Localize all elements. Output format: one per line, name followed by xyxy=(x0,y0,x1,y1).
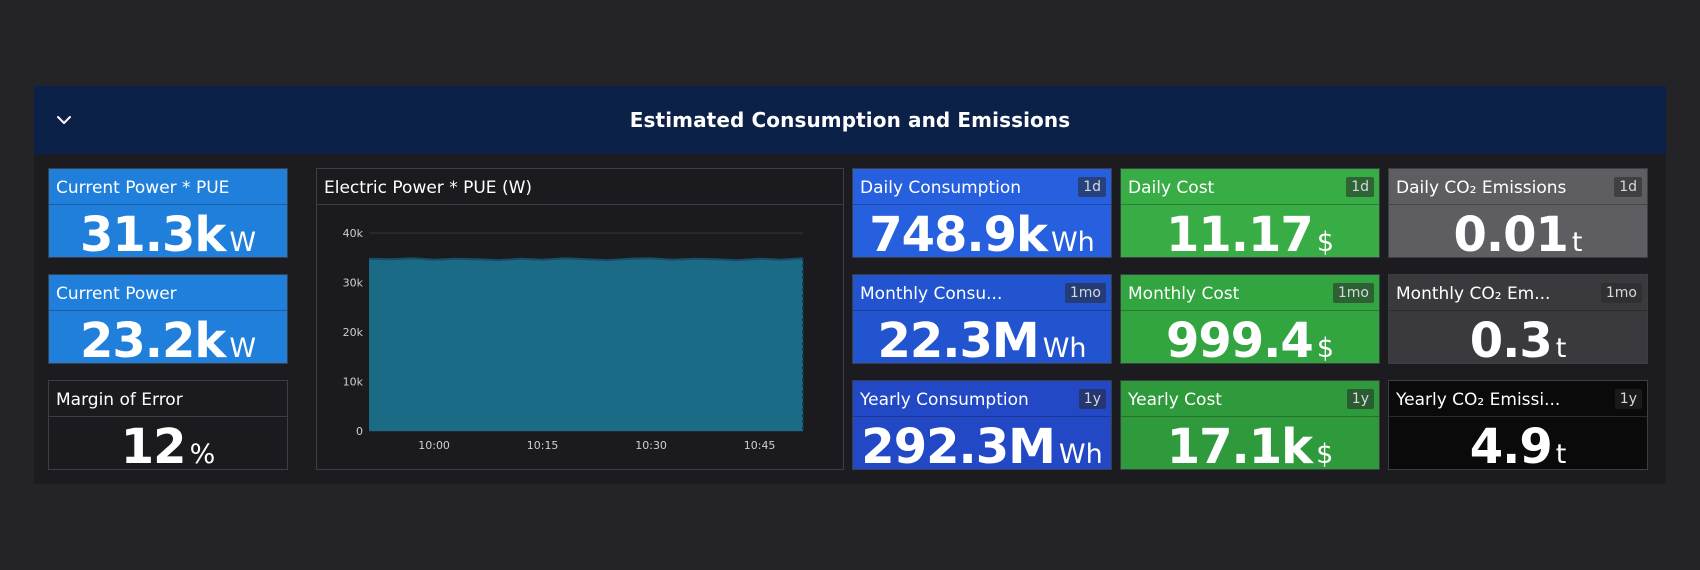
stat-unit: $ xyxy=(1316,439,1334,470)
stat-unit: $ xyxy=(1316,333,1334,364)
time-range-badge: 1d xyxy=(1078,177,1106,197)
chart-title: Electric Power * PUE (W) xyxy=(324,178,533,198)
series-area[interactable] xyxy=(369,258,803,431)
panel-current-power[interactable]: Current Power 23.2k W xyxy=(48,274,288,364)
stat-value: 0.3 t xyxy=(1389,313,1647,364)
stat-value: 23.2k W xyxy=(49,313,287,364)
stat-number: 11.17 xyxy=(1165,207,1314,258)
panel-daily-consumption[interactable]: Daily Consumption 1d 748.9k Wh xyxy=(852,168,1112,258)
panel-yearly-cost[interactable]: Yearly Cost 1y 17.1k $ xyxy=(1120,380,1380,470)
y-tick-label: 10k xyxy=(343,376,364,389)
panel-margin-of-error[interactable]: Margin of Error 12 % xyxy=(48,380,288,470)
stat-unit: t xyxy=(1571,227,1583,258)
stat-value: 0.01 t xyxy=(1389,207,1647,258)
panel-title: Daily Consumption xyxy=(860,178,1022,198)
stat-number: 292.3M xyxy=(861,419,1056,470)
stat-number: 12 xyxy=(120,419,187,470)
stat-value: 31.3k W xyxy=(49,207,287,258)
stat-value: 999.4 $ xyxy=(1121,313,1379,364)
stat-value: 22.3M Wh xyxy=(853,313,1111,364)
panel-daily-cost[interactable]: Daily Cost 1d 11.17 $ xyxy=(1120,168,1380,258)
panel-current-power-pue[interactable]: Current Power * PUE 31.3k W xyxy=(48,168,288,258)
panel-title: Margin of Error xyxy=(56,390,183,410)
panel-title: Yearly CO₂ Emissi... xyxy=(1396,390,1561,410)
time-range-badge: 1y xyxy=(1078,389,1106,409)
time-range-badge: 1mo xyxy=(1064,283,1106,303)
panel-monthly-co2[interactable]: Monthly CO₂ Em... 1mo 0.3 t xyxy=(1388,274,1648,364)
stat-number: 31.3k xyxy=(79,207,226,258)
panel-title: Monthly Cost xyxy=(1128,284,1240,304)
dashboard-row: Estimated Consumption and Emissions Curr… xyxy=(34,86,1666,484)
row-header[interactable]: Estimated Consumption and Emissions xyxy=(34,86,1666,154)
series-line xyxy=(368,257,804,262)
panel-title: Monthly Consu... xyxy=(860,284,1003,304)
stat-number: 23.2k xyxy=(79,313,226,364)
stat-value: 4.9 t xyxy=(1389,419,1647,470)
panel-title: Monthly CO₂ Em... xyxy=(1396,284,1551,304)
panel-title: Daily Cost xyxy=(1128,178,1215,198)
stat-unit: Wh xyxy=(1042,333,1087,364)
stat-unit: % xyxy=(189,439,216,470)
stat-number: 22.3M xyxy=(877,313,1039,364)
stat-unit: Wh xyxy=(1050,227,1095,258)
row-title: Estimated Consumption and Emissions xyxy=(629,108,1071,132)
stat-number: 0.01 xyxy=(1453,207,1568,258)
panel-monthly-cost[interactable]: Monthly Cost 1mo 999.4 $ xyxy=(1120,274,1380,364)
x-tick-label: 10:30 xyxy=(635,439,667,452)
panel-daily-co2[interactable]: Daily CO₂ Emissions 1d 0.01 t xyxy=(1388,168,1648,258)
stat-number: 748.9k xyxy=(869,207,1048,258)
chevron-down-icon[interactable] xyxy=(54,110,74,130)
stat-value: 12 % xyxy=(49,419,287,470)
x-tick-label: 10:45 xyxy=(744,439,776,452)
stat-number: 17.1k xyxy=(1166,419,1313,470)
stat-value: 748.9k Wh xyxy=(853,207,1111,258)
time-range-badge: 1y xyxy=(1346,389,1374,409)
stat-value: 17.1k $ xyxy=(1121,419,1379,470)
stat-number: 4.9 xyxy=(1469,419,1553,470)
stat-number: 0.3 xyxy=(1469,313,1553,364)
stat-unit: t xyxy=(1555,333,1567,364)
panel-title: Current Power xyxy=(56,284,177,304)
x-tick-label: 10:15 xyxy=(527,439,559,452)
panel-title: Yearly Cost xyxy=(1128,390,1222,410)
y-tick-label: 0 xyxy=(356,425,363,438)
stat-unit: t xyxy=(1555,439,1567,470)
stat-unit: W xyxy=(229,333,257,364)
stat-value: 292.3M Wh xyxy=(853,419,1111,470)
panel-title: Yearly Consumption xyxy=(860,390,1029,410)
panel-title: Daily CO₂ Emissions xyxy=(1396,178,1567,198)
y-tick-label: 30k xyxy=(343,277,364,290)
y-tick-label: 20k xyxy=(343,326,364,339)
stat-unit: $ xyxy=(1316,227,1334,258)
panel-electric-power-chart[interactable]: Electric Power * PUE (W) 0 10k 20k 30k 40k 10… xyxy=(316,168,844,470)
panel-yearly-consumption[interactable]: Yearly Consumption 1y 292.3M Wh xyxy=(852,380,1112,470)
panel-monthly-consumption[interactable]: Monthly Consu... 1mo 22.3M Wh xyxy=(852,274,1112,364)
time-range-badge: 1mo xyxy=(1600,283,1642,303)
time-range-badge: 1d xyxy=(1614,177,1642,197)
chart-area: 0 10k 20k 30k 40k 10:00 10:15 10:30 10:45 xyxy=(343,227,804,452)
time-range-badge: 1y xyxy=(1614,389,1642,409)
time-range-badge: 1d xyxy=(1346,177,1374,197)
y-tick-label: 40k xyxy=(343,227,364,240)
x-tick-label: 10:00 xyxy=(418,439,450,452)
panel-title: Current Power * PUE xyxy=(56,178,230,198)
stat-unit: W xyxy=(229,227,257,258)
stat-number: 999.4 xyxy=(1165,313,1314,364)
time-range-badge: 1mo xyxy=(1332,283,1374,303)
stat-unit: Wh xyxy=(1058,439,1103,470)
panel-yearly-co2[interactable]: Yearly CO₂ Emissi... 1y 4.9 t xyxy=(1388,380,1648,470)
stat-value: 11.17 $ xyxy=(1121,207,1379,258)
